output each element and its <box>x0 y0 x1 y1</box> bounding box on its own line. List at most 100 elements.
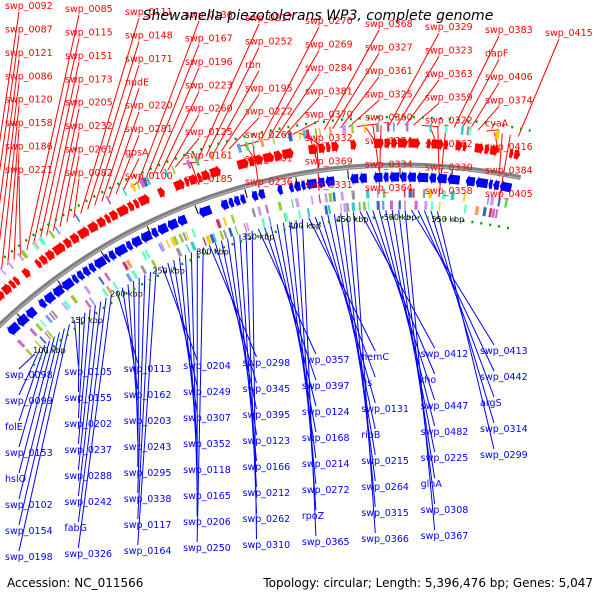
reverse-cog-block <box>104 272 112 282</box>
reverse-cog-block <box>89 297 96 306</box>
forward-gene-label-leader <box>115 134 140 194</box>
kbp-tick <box>100 251 107 260</box>
reverse-cog-block <box>264 204 270 214</box>
forward-gene-label: swp_0161 <box>185 151 233 162</box>
backbone-arc <box>0 162 522 329</box>
reverse-gene-label: swp_0352 <box>183 439 231 450</box>
forward-gene-label-leader <box>7 129 20 265</box>
reverse-gene-label-leader <box>385 210 436 453</box>
reverse-gene-arrow <box>157 222 170 236</box>
reverse-cog-block <box>35 322 44 332</box>
reverse-gene-label-leader <box>77 301 102 497</box>
reverse-gene-arrow <box>436 171 448 185</box>
forward-gene-label: swp_0171 <box>125 54 173 65</box>
forward-gene-label: rbn <box>245 60 261 71</box>
forward-gene-arrow <box>0 291 6 302</box>
reverse-gene-arrow <box>234 194 241 208</box>
forward-cog-block <box>287 132 293 142</box>
forward-gene-label-leader <box>0 105 20 271</box>
reverse-gene-label: argS <box>480 398 502 409</box>
reverse-gene-label: swp_0117 <box>124 520 172 531</box>
reverse-gene-label-leader <box>18 324 70 552</box>
forward-gene-label: cyaA <box>485 119 509 130</box>
forward-gene-label: swp_0415 <box>545 28 593 39</box>
kbp-tick-label: 300 kbp <box>196 247 229 256</box>
reverse-cog-block <box>294 197 300 208</box>
kbp-tick <box>347 170 350 180</box>
forward-gene-label: swp_0301 <box>245 154 293 165</box>
reverse-gene-arrow <box>305 177 318 191</box>
reverse-gene-label: swp_0102 <box>5 500 53 511</box>
forward-gene-arrow <box>281 146 294 160</box>
forward-cog-block <box>194 156 201 167</box>
reverse-gene-label: swp_0154 <box>5 526 53 537</box>
forward-cog-block <box>0 267 7 276</box>
kbp-tick <box>295 177 298 187</box>
reverse-cog-block <box>257 206 263 216</box>
forward-gene-label: swp_0269 <box>305 39 353 50</box>
kbp-tick-label: 500 kbp <box>384 213 417 222</box>
forward-gene-label: swp_0263 <box>245 130 293 141</box>
reverse-gene-label-leader <box>276 224 317 433</box>
reverse-gene-arrow <box>277 183 284 197</box>
reverse-gene-label-leader <box>18 340 51 448</box>
forward-cog-block <box>163 168 170 178</box>
forward-gene-label: swp_0384 <box>485 166 533 177</box>
reverse-gene-label-leader <box>18 336 55 474</box>
reverse-gene-label-leader <box>436 211 495 450</box>
reverse-cog-block <box>48 312 56 321</box>
forward-gene-arrow <box>8 278 18 290</box>
forward-gene-arrow <box>513 148 521 161</box>
forward-gene-arrow <box>132 197 140 210</box>
reverse-gene-label: swp_0124 <box>302 407 350 418</box>
reverse-gene-label: swp_0165 <box>183 491 231 502</box>
forward-gene-arrow <box>126 200 135 212</box>
reverse-gene-arrow <box>488 177 494 191</box>
reverse-gene-arrow <box>240 193 247 206</box>
reverse-gene-arrow <box>16 313 30 328</box>
forward-cog-block <box>138 178 146 189</box>
forward-cog-block <box>37 236 47 246</box>
forward-gene-label: swp_0220 <box>125 101 173 112</box>
feature-tracks <box>0 115 531 367</box>
forward-gene-label: swp_0223 <box>185 80 233 91</box>
forward-gene-arrow <box>384 136 391 150</box>
reverse-cog-block <box>175 247 183 258</box>
forward-gene-arrow <box>34 258 43 269</box>
forward-gene-label-leader <box>396 56 440 126</box>
forward-gene-label: swp_0364 <box>365 183 413 194</box>
reverse-gene-arrow <box>301 178 306 192</box>
forward-gene-label: swp_0252 <box>245 36 293 47</box>
forward-cog-block <box>105 195 112 205</box>
reverse-gene-label: swp_0153 <box>5 448 53 459</box>
reverse-gene-label: swp_0237 <box>64 445 112 456</box>
kbp-tick <box>57 280 64 289</box>
reverse-gene-label-leader <box>137 271 152 520</box>
reverse-gene-label-leader <box>77 316 81 393</box>
reverse-gene-arrow <box>177 214 188 228</box>
reverse-gene-label: swp_0249 <box>183 387 231 398</box>
forward-cog-block <box>121 187 128 197</box>
reverse-gene-label: swp_0198 <box>5 552 53 563</box>
reverse-gene-label: swp_0395 <box>243 410 291 421</box>
forward-cog-block <box>236 143 243 153</box>
reverse-gene-label: swp_0242 <box>64 497 112 508</box>
reverse-gene-label: swp_0155 <box>64 393 112 404</box>
forward-gene-label: swp_0136 <box>185 10 233 21</box>
forward-gene-arrow <box>325 140 331 154</box>
reverse-gene-label: swp_0365 <box>302 537 350 548</box>
forward-gene-label-leader <box>324 29 380 130</box>
forward-gene-label-leader <box>283 96 320 137</box>
reverse-gene-label-leader <box>74 320 79 367</box>
reverse-gene-arrow <box>25 306 38 320</box>
forward-gene-arrow <box>21 267 32 279</box>
forward-gene-arrow <box>103 212 112 225</box>
forward-gene-label: swp_0232 <box>65 121 113 132</box>
reverse-gene-label: swp_0105 <box>64 367 112 378</box>
reverse-cog-block <box>178 233 185 243</box>
forward-gene-label: swp_0362 <box>425 139 473 150</box>
reverse-gene-label-leader <box>137 274 146 494</box>
reverse-gene-label: swp_0118 <box>183 465 231 476</box>
reverse-gene-label: swp_0272 <box>302 485 350 496</box>
reverse-cog-block <box>260 217 266 228</box>
